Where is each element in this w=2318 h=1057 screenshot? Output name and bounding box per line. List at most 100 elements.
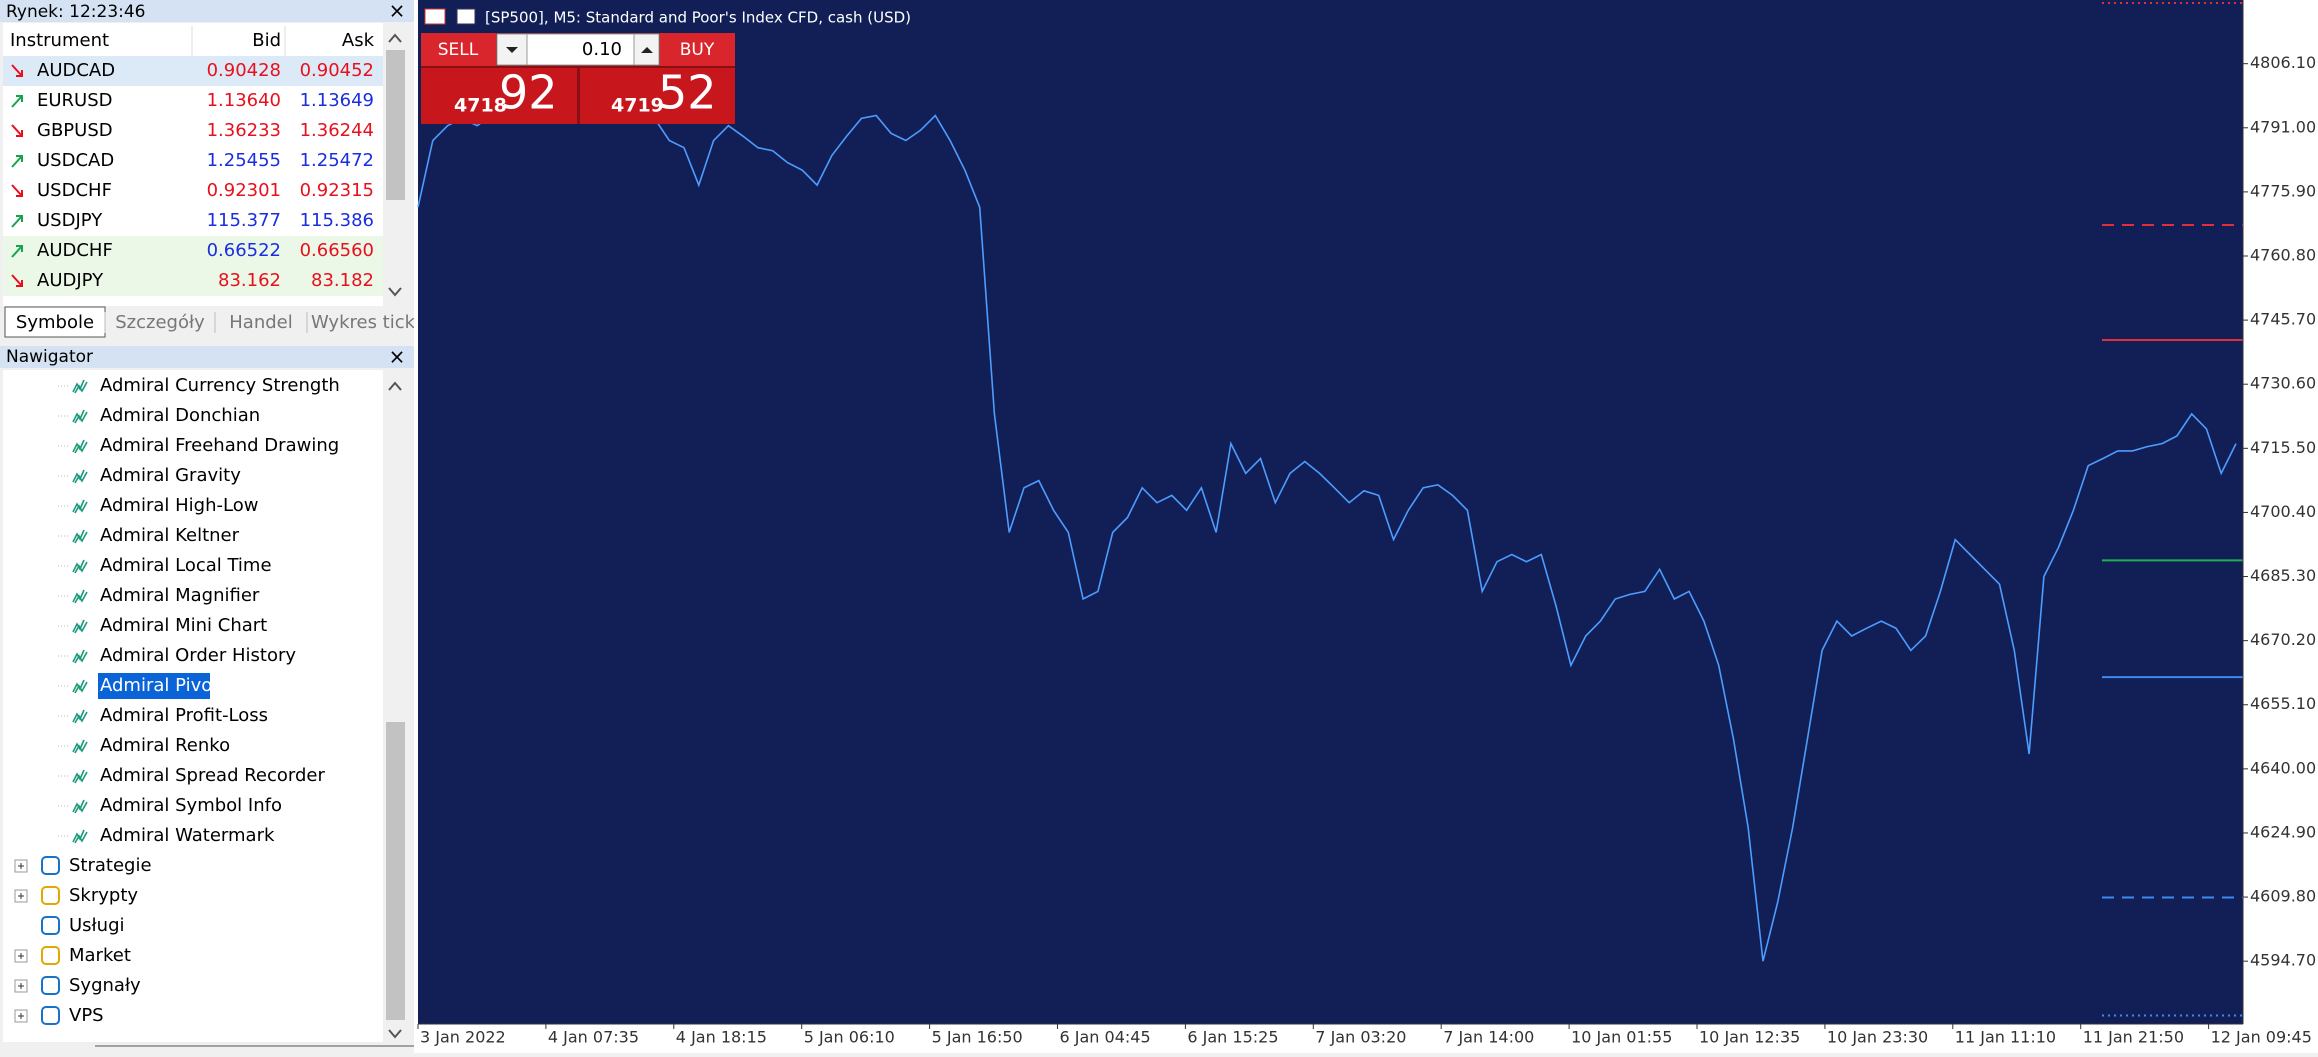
direction-arrow xyxy=(11,215,23,228)
bid: 115.377 xyxy=(207,210,281,231)
close-button[interactable]: × xyxy=(389,0,406,23)
nav-group[interactable]: Sygnały xyxy=(69,975,141,996)
scroll-up[interactable] xyxy=(388,33,402,43)
buy-button[interactable] xyxy=(660,33,735,66)
sell-label[interactable]: SELL xyxy=(438,40,479,60)
indicator-icon xyxy=(72,409,88,424)
scroll-up[interactable] xyxy=(388,381,402,391)
x-tick-label: 12 Jan 09:45 xyxy=(2211,1028,2312,1047)
selection xyxy=(98,673,210,699)
group-icon xyxy=(41,916,60,935)
buy-price-small: 52 xyxy=(658,66,717,120)
volume[interactable]: 0.10 xyxy=(582,39,622,60)
nav-item[interactable]: Admiral Symbol Info xyxy=(100,795,282,816)
row-bg[interactable] xyxy=(3,56,383,86)
expander-plus xyxy=(18,983,24,989)
bid: 0.90428 xyxy=(207,60,281,81)
plot-bg xyxy=(418,0,2243,1024)
group-icon xyxy=(41,946,60,965)
nav-item[interactable]: Admiral Profit-Loss xyxy=(100,705,268,726)
nav-item[interactable]: Admiral Renko xyxy=(100,735,230,756)
x-tick-label: 4 Jan 18:15 xyxy=(676,1028,767,1047)
nav-item[interactable]: Admiral Magnifier xyxy=(100,585,260,606)
row-bg[interactable] xyxy=(3,266,383,296)
panel-title: Nawigator xyxy=(6,347,93,367)
column-header[interactable]: Ask xyxy=(342,30,375,51)
indicator-icon xyxy=(72,469,88,484)
ask: 0.92315 xyxy=(300,180,374,201)
row-bg[interactable] xyxy=(3,86,383,116)
tab[interactable]: Handel xyxy=(229,312,292,333)
tab[interactable]: Szczegóły xyxy=(115,312,205,333)
tab[interactable]: Wykres tick xyxy=(311,312,416,333)
buy-label[interactable]: BUY xyxy=(680,40,715,60)
row-bg[interactable] xyxy=(3,176,383,206)
sell-price-small: 92 xyxy=(499,66,558,120)
ask: 1.25472 xyxy=(300,150,374,171)
row-bg[interactable] xyxy=(3,206,383,236)
buy-price-box[interactable] xyxy=(580,68,735,124)
indicator-icon xyxy=(72,619,88,634)
direction-arrow xyxy=(11,124,23,137)
ask: 1.36244 xyxy=(300,120,374,141)
x-tick-label: 5 Jan 16:50 xyxy=(932,1028,1023,1047)
nav-item[interactable]: Admiral Watermark xyxy=(100,825,275,846)
price-line xyxy=(417,87,2237,962)
scroll-down[interactable] xyxy=(388,287,402,297)
column-header[interactable]: Bid xyxy=(252,30,281,51)
symbol: AUDCHF xyxy=(37,240,113,261)
nav-group[interactable]: VPS xyxy=(69,1005,104,1026)
nav-item[interactable]: Admiral Donchian xyxy=(100,405,260,426)
nav-item[interactable]: Admiral Keltner xyxy=(100,525,240,546)
nav-item[interactable]: Admiral Pivot xyxy=(100,675,219,696)
expander-plus xyxy=(18,863,24,869)
nav-group[interactable]: Usługi xyxy=(69,915,125,936)
nav-item[interactable]: Admiral Mini Chart xyxy=(100,615,267,636)
tab[interactable]: Symbole xyxy=(16,312,94,333)
nav-group[interactable]: Skrypty xyxy=(69,885,138,906)
symbol: USDJPY xyxy=(37,210,103,231)
symbol: AUDCAD xyxy=(37,60,115,81)
scroll-down[interactable] xyxy=(388,1029,402,1039)
chart-title: [SP500], M5: Standard and Poor's Index C… xyxy=(485,9,911,27)
nav-item[interactable]: Admiral Freehand Drawing xyxy=(100,435,339,456)
direction-arrow xyxy=(11,184,23,197)
x-tick-label: 10 Jan 12:35 xyxy=(1699,1028,1800,1047)
scroll-thumb[interactable] xyxy=(386,722,405,1020)
volume-input[interactable] xyxy=(526,33,635,66)
bid: 1.13640 xyxy=(207,90,281,111)
nav-group[interactable]: Strategie xyxy=(69,855,152,876)
row-bg[interactable] xyxy=(3,116,383,146)
nav-item[interactable]: Admiral Local Time xyxy=(100,555,272,576)
tab-active[interactable] xyxy=(4,306,106,338)
group-icon xyxy=(41,976,60,995)
ask: 0.66560 xyxy=(300,240,374,261)
nav-item[interactable]: Admiral Order History xyxy=(100,645,296,666)
x-tick-label: 6 Jan 15:25 xyxy=(1187,1028,1278,1047)
x-tick-label: 10 Jan 23:30 xyxy=(1827,1028,1928,1047)
row-bg[interactable] xyxy=(3,146,383,176)
close-button[interactable]: × xyxy=(389,345,406,369)
scroll-thumb[interactable] xyxy=(386,50,405,200)
nav-item[interactable]: Admiral Gravity xyxy=(100,465,241,486)
indicator-icon xyxy=(72,829,88,844)
column-header[interactable]: Instrument xyxy=(10,30,109,51)
direction-arrow xyxy=(11,95,23,108)
y-tick-label: 4700.40 xyxy=(2250,502,2316,521)
expander-plus xyxy=(18,1013,24,1019)
sell-button[interactable] xyxy=(421,33,496,66)
ask: 1.13649 xyxy=(300,90,374,111)
sell-price-box[interactable] xyxy=(421,68,577,124)
buy-price-big: 4719 xyxy=(611,95,664,117)
indicator-icon xyxy=(72,589,88,604)
nav-item[interactable]: Admiral High-Low xyxy=(100,495,258,516)
row-bg[interactable] xyxy=(3,236,383,266)
nav-item[interactable]: Admiral Spread Recorder xyxy=(100,765,325,786)
direction-arrow xyxy=(11,245,23,258)
nav-item[interactable]: Admiral Currency Strength xyxy=(100,375,340,396)
ask: 115.386 xyxy=(300,210,374,231)
nav-group[interactable]: Market xyxy=(69,945,131,966)
expander-plus xyxy=(18,893,24,899)
group-icon xyxy=(41,856,60,875)
